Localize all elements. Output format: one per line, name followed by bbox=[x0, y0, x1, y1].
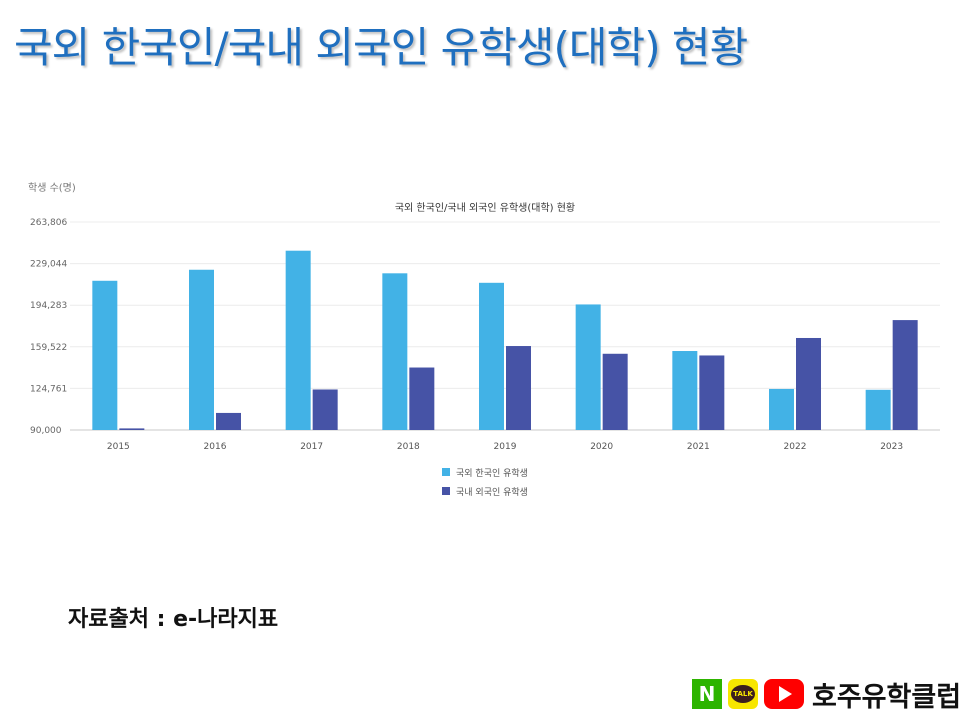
x-tick-label: 2023 bbox=[880, 442, 903, 452]
x-tick-label: 2018 bbox=[397, 442, 420, 452]
bar-foreign-domestic bbox=[796, 337, 821, 430]
bar-foreign-domestic bbox=[216, 412, 241, 430]
bar-korean-abroad bbox=[769, 388, 794, 430]
brand-footer: N TALK 호주유학클럽 bbox=[692, 677, 960, 713]
bar-korean-abroad bbox=[92, 280, 118, 430]
y-axis-label: 학생 수(명) bbox=[28, 182, 76, 194]
legend-swatch bbox=[442, 487, 450, 495]
x-tick-label: 2022 bbox=[784, 442, 807, 452]
bar-foreign-domestic bbox=[892, 320, 918, 430]
bar-korean-abroad bbox=[672, 351, 698, 430]
source-caption: 자료출처 : e-나라지표 bbox=[68, 607, 279, 632]
brand-name: 호주유학클럽 bbox=[812, 681, 960, 713]
slide-title: 국외 한국인/국내 외국인 유학생(대학) 현황 bbox=[14, 23, 748, 72]
bar-foreign-domestic bbox=[506, 346, 531, 430]
y-tick-label: 194,283 bbox=[30, 301, 67, 311]
bar-korean-abroad bbox=[575, 304, 601, 430]
y-tick-label: 90,000 bbox=[30, 426, 62, 436]
bar-foreign-domestic bbox=[312, 389, 338, 430]
legend-swatch bbox=[442, 468, 450, 476]
bar-korean-abroad bbox=[285, 250, 311, 430]
x-tick-label: 2021 bbox=[687, 442, 710, 452]
bar-foreign-domestic bbox=[602, 353, 628, 430]
x-tick-label: 2016 bbox=[204, 442, 227, 452]
youtube-icon[interactable] bbox=[764, 679, 804, 709]
y-tick-label: 159,522 bbox=[30, 343, 67, 353]
bar-korean-abroad bbox=[479, 282, 504, 430]
x-tick-label: 2015 bbox=[107, 442, 130, 452]
bar-chart: 학생 수(명) 국외 한국인/국내 외국인 유학생(대학) 현황 90,000 124… bbox=[28, 182, 940, 498]
chart-container: 학생 수(명) 국외 한국인/국내 외국인 유학생(대학) 현황 90,000 124… bbox=[26, 176, 946, 506]
chart-title: 국외 한국인/국내 외국인 유학생(대학) 현황 bbox=[395, 202, 575, 214]
bar-korean-abroad bbox=[382, 273, 408, 430]
naver-icon[interactable]: N bbox=[692, 679, 722, 709]
bar-foreign-domestic bbox=[409, 367, 435, 430]
bar-foreign-domestic bbox=[699, 355, 725, 430]
bar-korean-abroad bbox=[189, 269, 214, 430]
y-tick-label: 124,761 bbox=[30, 384, 67, 394]
bar-foreign-domestic bbox=[119, 428, 145, 430]
x-tick-label: 2017 bbox=[300, 442, 323, 452]
bar-korean-abroad bbox=[865, 389, 891, 430]
y-tick-label: 263,806 bbox=[30, 218, 67, 228]
x-tick-label: 2019 bbox=[494, 442, 517, 452]
legend-label: 국외 한국인 유학생 bbox=[456, 467, 528, 479]
legend-label: 국내 외국인 유학생 bbox=[456, 486, 528, 498]
x-tick-label: 2020 bbox=[590, 442, 613, 452]
y-tick-label: 229,044 bbox=[30, 260, 67, 270]
kakaotalk-icon[interactable]: TALK bbox=[728, 679, 758, 709]
